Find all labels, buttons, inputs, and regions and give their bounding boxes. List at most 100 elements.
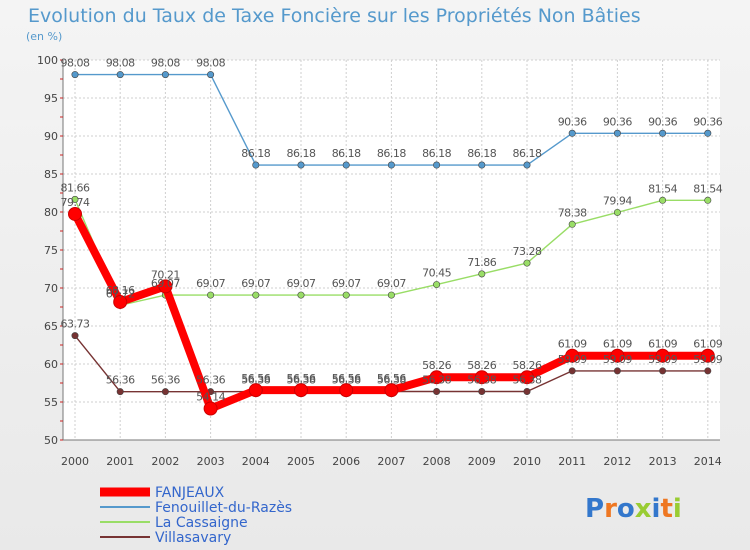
chart-title: Evolution du Taux de Taxe Foncière sur l… bbox=[28, 5, 641, 27]
x-tick-label: 2003 bbox=[197, 455, 225, 468]
data-label: 81.54 bbox=[648, 182, 677, 195]
data-point bbox=[433, 161, 441, 169]
data-label: 56.56 bbox=[332, 372, 361, 385]
data-point bbox=[71, 71, 79, 79]
data-point bbox=[523, 388, 531, 396]
data-label: 56.36 bbox=[196, 374, 225, 387]
data-point bbox=[478, 270, 486, 278]
data-point bbox=[565, 348, 580, 363]
data-label: 86.18 bbox=[467, 147, 496, 160]
y-tick-label: 50 bbox=[44, 434, 58, 447]
data-label: 71.86 bbox=[467, 256, 496, 269]
data-label: 56.38 bbox=[422, 374, 451, 387]
data-point bbox=[203, 401, 218, 416]
data-label: 90.36 bbox=[603, 115, 632, 128]
data-point bbox=[71, 332, 79, 340]
data-label: 70.21 bbox=[151, 268, 180, 281]
data-label: 58.26 bbox=[513, 359, 542, 372]
data-point bbox=[474, 370, 489, 385]
data-point bbox=[568, 129, 576, 137]
data-label: 98.08 bbox=[106, 57, 135, 70]
data-label: 58.26 bbox=[422, 359, 451, 372]
data-label: 56.38 bbox=[377, 374, 406, 387]
data-label: 59.09 bbox=[603, 353, 632, 366]
data-point bbox=[433, 281, 441, 289]
data-label: 78.38 bbox=[558, 206, 587, 219]
legend-label: Villasavary bbox=[155, 530, 231, 546]
data-point bbox=[161, 388, 169, 396]
data-label: 54.14 bbox=[196, 391, 225, 404]
brand-letter: i bbox=[673, 494, 682, 524]
data-label: 86.18 bbox=[422, 147, 451, 160]
brand-letter: r bbox=[604, 494, 617, 524]
data-point bbox=[387, 291, 395, 299]
y-axis-label: (en %) bbox=[26, 30, 62, 43]
legend-label: FANJEAUX bbox=[155, 485, 225, 501]
data-point bbox=[704, 367, 712, 375]
data-labels: 79.74 68.16 70.21 54.14 56.56 56.56 56.56 56.56… bbox=[61, 57, 724, 404]
data-point bbox=[520, 370, 534, 385]
data-label: 98.08 bbox=[196, 57, 225, 70]
x-tick-label: 2013 bbox=[649, 455, 677, 468]
data-label: 86.18 bbox=[377, 147, 406, 160]
data-point bbox=[161, 71, 169, 79]
data-label: 56.38 bbox=[332, 374, 361, 387]
data-label: 56.36 bbox=[106, 374, 135, 387]
y-tick-label: 60 bbox=[44, 358, 58, 371]
data-label: 69.07 bbox=[196, 277, 225, 290]
data-point bbox=[342, 161, 350, 169]
data-point bbox=[116, 71, 124, 79]
data-point bbox=[71, 195, 79, 203]
y-tick-label: 100 bbox=[37, 54, 58, 67]
data-point bbox=[387, 161, 395, 169]
data-label: 79.94 bbox=[603, 194, 632, 207]
axes: 50 55 60 65 70 75 80 85 90 95 100 2000 2001 2002 2003 2… bbox=[37, 54, 722, 468]
data-label: 90.36 bbox=[558, 115, 587, 128]
data-point bbox=[704, 129, 712, 137]
proxiti-logo: Proxiti bbox=[585, 494, 682, 524]
brand-letter: P bbox=[585, 494, 604, 524]
data-point bbox=[207, 71, 215, 79]
data-point bbox=[248, 383, 263, 398]
x-tick-label: 2004 bbox=[242, 455, 270, 468]
brand-text: Proxiti bbox=[585, 494, 682, 524]
x-tick-label: 2001 bbox=[106, 455, 134, 468]
data-label: 98.08 bbox=[151, 57, 180, 70]
x-tick-label: 2005 bbox=[287, 455, 315, 468]
y-tick-label: 85 bbox=[44, 168, 58, 181]
brand-letter: i bbox=[652, 494, 661, 524]
data-point bbox=[613, 367, 621, 375]
data-label: 69.07 bbox=[241, 277, 270, 290]
data-label: 90.36 bbox=[693, 115, 722, 128]
data-label: 61.09 bbox=[603, 338, 632, 351]
series-layer bbox=[68, 71, 715, 416]
x-tick-label: 2011 bbox=[558, 455, 586, 468]
data-point bbox=[297, 291, 305, 299]
data-label: 56.56 bbox=[287, 372, 316, 385]
data-point bbox=[113, 294, 128, 309]
data-point bbox=[207, 291, 215, 299]
data-label: 56.38 bbox=[241, 374, 270, 387]
x-tick-label: 2006 bbox=[332, 455, 360, 468]
data-label: 63.73 bbox=[61, 318, 90, 331]
data-label: 61.09 bbox=[558, 338, 587, 351]
data-point bbox=[342, 291, 350, 299]
data-point bbox=[297, 161, 305, 169]
data-label: 59.09 bbox=[693, 353, 722, 366]
brand-letter: x bbox=[635, 494, 652, 524]
legend-label: La Cassaigne bbox=[155, 515, 248, 531]
data-point bbox=[478, 388, 486, 396]
data-label: 73.28 bbox=[513, 245, 542, 258]
data-label: 61.09 bbox=[648, 338, 677, 351]
x-tick-label: 2000 bbox=[61, 455, 89, 468]
data-label: 90.36 bbox=[648, 115, 677, 128]
y-tick-label: 55 bbox=[44, 396, 58, 409]
legend-label: Fenouillet-du-Razès bbox=[155, 500, 292, 516]
data-label: 86.18 bbox=[513, 147, 542, 160]
data-label: 69.07 bbox=[332, 277, 361, 290]
data-point bbox=[568, 220, 576, 228]
x-tick-label: 2007 bbox=[377, 455, 405, 468]
data-label: 69.07 bbox=[151, 277, 180, 290]
